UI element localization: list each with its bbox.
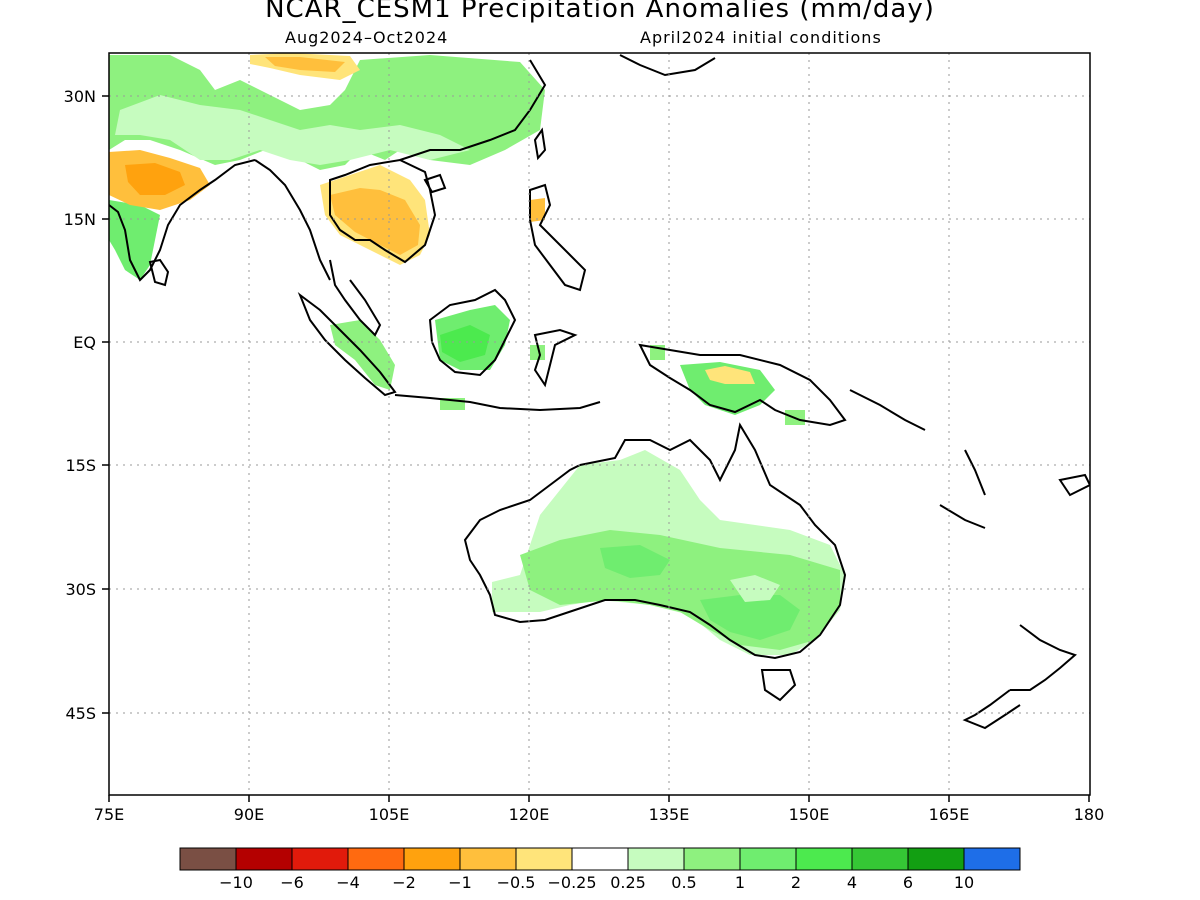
- coast-sumatra: [297, 292, 397, 397]
- coast-newzealand-south: [962, 689, 1021, 730]
- coast-newzealand-north: [1010, 624, 1077, 691]
- colorbar-label: −10: [219, 873, 253, 892]
- coast-hainan: [423, 173, 447, 194]
- colorbar-label: −2: [392, 873, 416, 892]
- gridlines: [109, 53, 1090, 795]
- map-frame: [108, 52, 1091, 796]
- lon-label: 135E: [649, 805, 690, 824]
- colorbar-swatch: [795, 847, 853, 871]
- colorbar-label: 6: [903, 873, 913, 892]
- colorbar-swatch: [459, 847, 517, 871]
- lon-label: 75E: [94, 805, 124, 824]
- colorbar-label: −0.5: [497, 873, 536, 892]
- colorbar-swatch: [291, 847, 349, 871]
- lat-label: 45S: [65, 704, 96, 723]
- lon-label: 180: [1074, 805, 1105, 824]
- lat-label: 15S: [65, 456, 96, 475]
- lon-label: 165E: [929, 805, 970, 824]
- colorbar-label: −0.25: [547, 873, 596, 892]
- coast-sulawesi: [533, 328, 578, 388]
- coast-srilanka: [148, 258, 170, 287]
- anomaly-layer: [109, 53, 845, 655]
- lon-labels: 75E 90E 105E 120E 135E 150E 165E 180: [94, 805, 1105, 824]
- colorbar-swatch: [403, 847, 461, 871]
- forecast-period: Aug2024–Oct2024: [285, 28, 449, 47]
- lat-label: 30N: [64, 87, 96, 106]
- colorbar-label: −4: [336, 873, 360, 892]
- coast-newguinea: [638, 343, 847, 427]
- lat-labels: 30N 15N EQ 15S 30S 45S: [64, 87, 96, 723]
- colorbar-label: −1: [448, 873, 472, 892]
- colorbar: [179, 847, 1021, 871]
- anomaly-himalaya-lightgreen: [115, 95, 470, 165]
- anomaly-borneo-brightgreen: [440, 325, 490, 362]
- colorbar-swatch: [179, 847, 237, 871]
- coast-java: [394, 394, 601, 412]
- anomaly-newguinea-orange: [705, 366, 755, 384]
- colorbar-label: 1: [735, 873, 745, 892]
- coast-japan: [619, 54, 716, 77]
- coastlines: [109, 54, 1090, 730]
- coast-solomons: [849, 389, 926, 431]
- colorbar-swatch: [515, 847, 573, 871]
- lon-label: 120E: [509, 805, 550, 824]
- anomaly-india-darkorange: [125, 163, 185, 195]
- colorbar-label: 2: [791, 873, 801, 892]
- lon-label: 150E: [789, 805, 830, 824]
- anomaly-tibet-darkorange: [265, 57, 345, 72]
- lon-label: 90E: [234, 805, 264, 824]
- colorbar-swatch: [851, 847, 909, 871]
- colorbar-swatch: [739, 847, 797, 871]
- colorbar-label: 10: [954, 873, 974, 892]
- map-title: NCAR_CESM1 Precipitation Anomalies (mm/d…: [265, 0, 935, 24]
- coast-vanuatu: [964, 449, 986, 496]
- coast-taiwan: [533, 127, 547, 161]
- axis-ticks: [102, 95, 1090, 802]
- coast-tasmania: [760, 669, 797, 702]
- coast-malay: [329, 259, 382, 337]
- colorbar-swatch: [235, 847, 293, 871]
- initial-conditions: April2024 initial conditions: [640, 28, 882, 47]
- anomaly-philippines-orange: [530, 198, 545, 222]
- colorbar-swatch: [347, 847, 405, 871]
- coast-newcaledonia: [939, 504, 986, 529]
- coast-australia: [463, 422, 847, 660]
- colorbar-swatch: [627, 847, 685, 871]
- coast-borneo: [428, 288, 517, 377]
- colorbar-label: 0.25: [610, 873, 646, 892]
- anomaly-australia-midgreen: [600, 545, 670, 578]
- lon-label: 105E: [369, 805, 410, 824]
- anomaly-australia-se-green: [700, 595, 800, 640]
- colorbar-label: 4: [847, 873, 857, 892]
- colorbar-labels: −10 −6 −4 −2 −1 −0.5 −0.25 0.25 0.5 1 2 4 6 10: [219, 873, 974, 892]
- anomaly-indochina-orange: [330, 188, 420, 255]
- lat-label: EQ: [73, 333, 96, 352]
- colorbar-label: −6: [280, 873, 304, 892]
- colorbar-swatch: [571, 847, 629, 871]
- lat-label: 30S: [65, 580, 96, 599]
- colorbar-swatch: [963, 847, 1021, 871]
- anomaly-sulawesi-green: [530, 345, 545, 360]
- colorbar-swatch: [907, 847, 965, 871]
- coast-china: [399, 59, 547, 161]
- colorbar-swatch: [683, 847, 741, 871]
- colorbar-label: 0.5: [671, 873, 696, 892]
- coast-india: [109, 159, 256, 282]
- coast-indochina: [329, 158, 437, 264]
- anomaly-australia-white-patch: [730, 575, 780, 602]
- coast-fiji: [1058, 473, 1090, 497]
- coast-philippines: [529, 183, 587, 292]
- lat-label: 15N: [64, 210, 96, 229]
- coast-bangladesh-myanmar: [254, 159, 331, 281]
